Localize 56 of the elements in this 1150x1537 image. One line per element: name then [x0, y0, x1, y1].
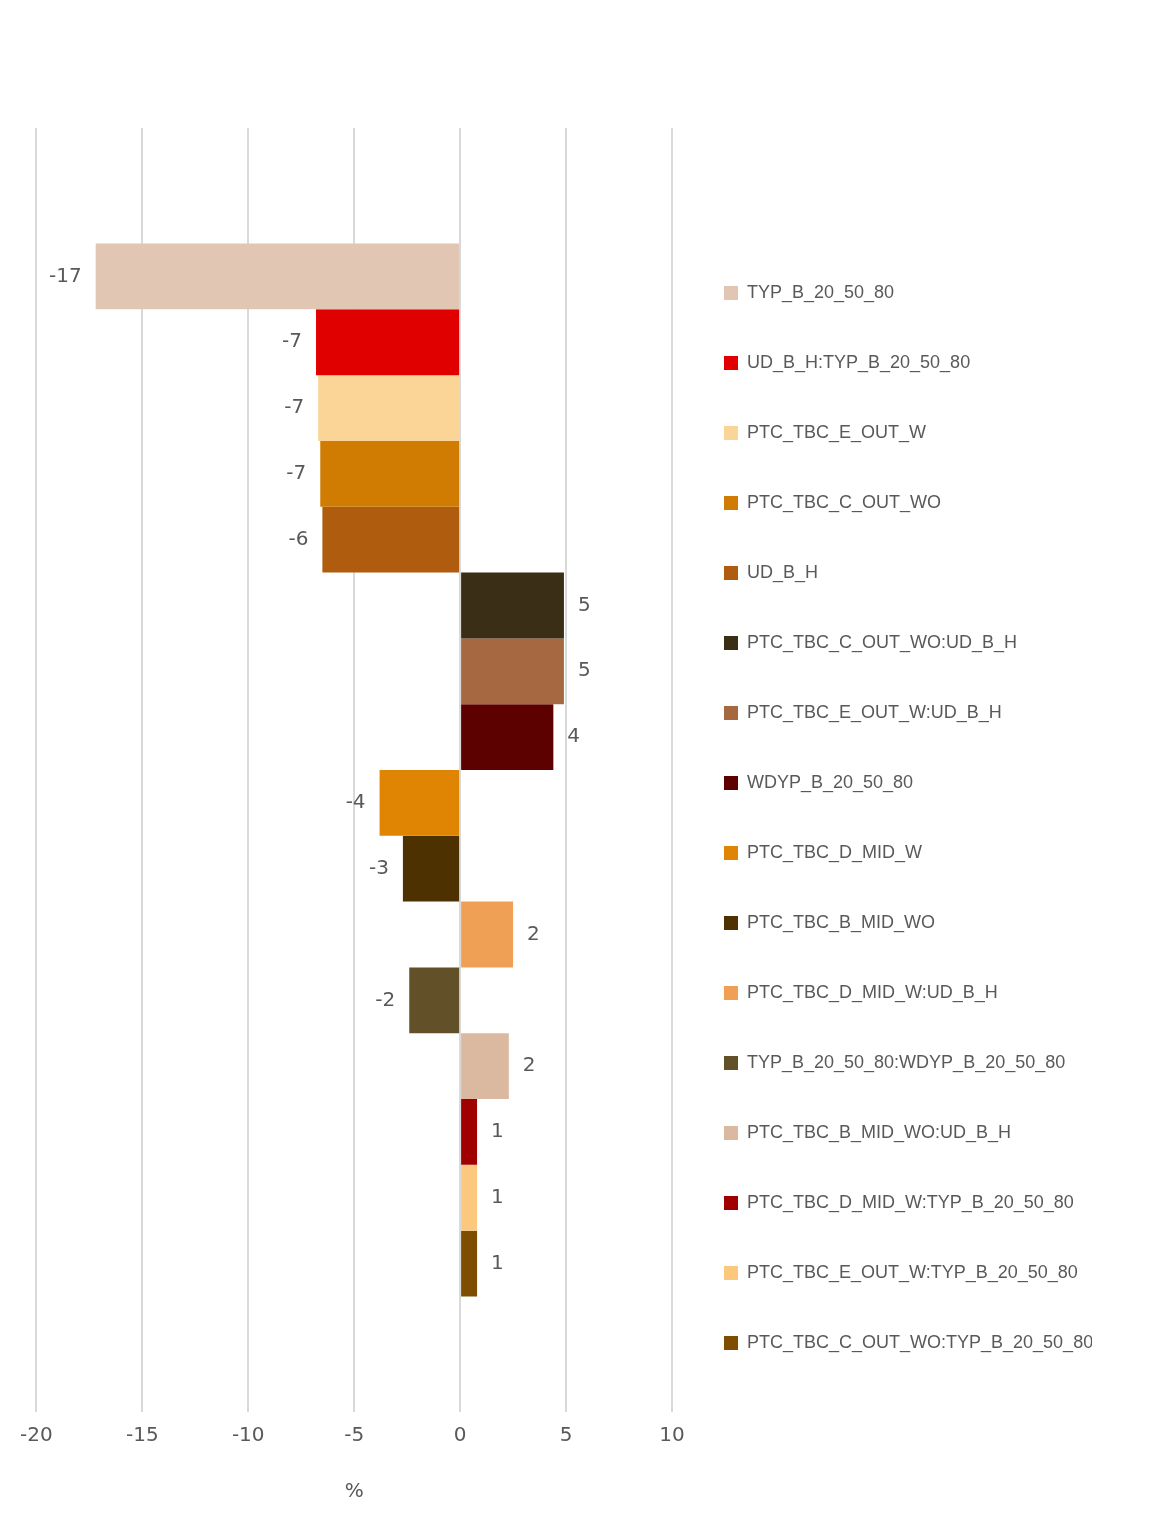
bar	[318, 375, 460, 441]
legend-label: UD_B_H	[747, 561, 819, 583]
bar	[322, 506, 460, 573]
x-axis-title: %	[344, 1478, 364, 1503]
data-label: -4	[345, 789, 366, 814]
x-tick-label: 5	[559, 1422, 573, 1447]
legend-label: PTC_TBC_B_MID_WO	[747, 911, 936, 933]
legend-label: PTC_TBC_C_OUT_WO	[747, 491, 942, 513]
x-tick-label: -20	[20, 1422, 53, 1447]
legend-label: UD_B_H:TYP_B_20_50_80	[747, 351, 971, 373]
legend-label: PTC_TBC_D_MID_W:UD_B_H	[747, 981, 998, 1003]
data-label: 1	[491, 1249, 504, 1274]
legend-label: PTC_TBC_E_OUT_W	[747, 421, 927, 443]
bar	[461, 901, 514, 968]
legend-label: PTC_TBC_D_MID_W	[747, 841, 923, 863]
legend-label: TYP_B_20_50_80:WDYP_B_20_50_80	[747, 1051, 1066, 1073]
bar	[461, 1230, 478, 1297]
bar	[461, 704, 554, 770]
bar	[316, 309, 460, 376]
x-tick-label: -5	[344, 1422, 365, 1447]
legend-label: WDYP_B_20_50_80	[747, 771, 914, 793]
legend-label: PTC_TBC_B_MID_WO:UD_B_H	[747, 1121, 1012, 1143]
bar	[461, 572, 564, 639]
data-label: -2	[375, 986, 396, 1011]
data-label: 1	[491, 1118, 504, 1143]
legend-label: PTC_TBC_C_OUT_WO:UD_B_H	[747, 631, 1018, 653]
data-label: -6	[288, 525, 309, 550]
legend-label: PTC_TBC_E_OUT_W:UD_B_H	[747, 701, 1002, 723]
data-label: 1	[491, 1183, 504, 1208]
legend-label: TYP_B_20_50_80	[747, 281, 895, 303]
bar	[402, 835, 460, 902]
bar	[95, 243, 460, 310]
data-label: 5	[577, 591, 591, 616]
data-label: 2	[527, 920, 540, 945]
legend-label: PTC_TBC_E_OUT_W:TYP_B_20_50_80	[747, 1261, 1078, 1283]
bar	[320, 440, 460, 507]
data-label: -3	[368, 854, 389, 879]
data-label: 2	[522, 1052, 536, 1077]
legend-label: PTC_TBC_D_MID_W:TYP_B_20_50_80	[747, 1191, 1074, 1213]
x-tick-label: -10	[231, 1422, 265, 1447]
data-label: -17	[48, 262, 82, 287]
x-tick-label: -15	[125, 1422, 159, 1447]
data-label: -7	[282, 328, 303, 353]
data-label: -7	[286, 460, 307, 485]
x-tick-label: 0	[453, 1422, 467, 1447]
data-label: 5	[577, 657, 591, 682]
bar	[409, 967, 460, 1034]
bar	[461, 1164, 478, 1231]
data-label: 4	[567, 723, 581, 748]
legend-label: PTC_TBC_C_OUT_WO:TYP_B_20_50_80	[747, 1331, 1094, 1353]
bar	[461, 1099, 478, 1165]
bar	[379, 770, 460, 836]
bar	[461, 638, 564, 705]
data-label: -7	[284, 394, 305, 419]
x-tick-label: 10	[659, 1422, 685, 1447]
bar	[461, 1033, 509, 1100]
